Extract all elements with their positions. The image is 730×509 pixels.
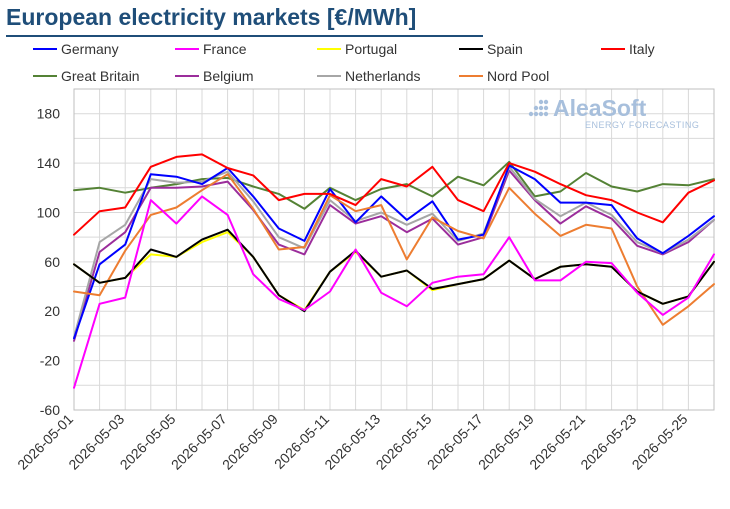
legend-label: Portugal bbox=[345, 41, 397, 57]
series-line-great-britain bbox=[73, 160, 715, 210]
y-tick-label: -20 bbox=[40, 353, 60, 369]
y-tick-label: 100 bbox=[37, 204, 61, 220]
y-tick-label: 140 bbox=[37, 155, 61, 171]
legend-label: Italy bbox=[629, 41, 655, 57]
series-line-netherlands bbox=[73, 165, 715, 339]
y-tick-label: -60 bbox=[40, 402, 60, 418]
legend-label: Germany bbox=[61, 41, 119, 57]
series-line-germany bbox=[73, 164, 715, 340]
x-tick-labels: 2026-05-012026-05-032026-05-052026-05-07… bbox=[14, 411, 691, 473]
y-tick-labels: -60 -20 20 60 100 140 180 bbox=[37, 106, 61, 418]
legend-label: Netherlands bbox=[345, 68, 421, 84]
watermark-subtitle: ENERGY FORECASTING bbox=[585, 120, 699, 130]
legend-label: France bbox=[203, 41, 247, 57]
x-tick-label: 2026-05-09 bbox=[219, 411, 281, 473]
aleasoft-watermark: AleaSoft ENERGY FORECASTING bbox=[528, 95, 699, 130]
series-line-italy bbox=[73, 153, 715, 236]
title-underline bbox=[6, 35, 483, 37]
series-line-nord-pool bbox=[73, 173, 715, 326]
watermark-name: AleaSoft bbox=[553, 95, 647, 121]
x-tick-label: 2026-05-25 bbox=[629, 411, 691, 473]
y-tick-label: 20 bbox=[44, 303, 60, 319]
series-line-belgium bbox=[73, 169, 715, 342]
legend-label: Belgium bbox=[203, 68, 254, 84]
aleasoft-logo-icon bbox=[528, 99, 549, 117]
plot-border bbox=[73, 88, 715, 411]
y-tick-label: 180 bbox=[37, 106, 61, 122]
series-line-france bbox=[73, 195, 715, 389]
series-lines bbox=[73, 153, 715, 389]
legend-label: Nord Pool bbox=[487, 68, 549, 84]
legend-label: Great Britain bbox=[61, 68, 140, 84]
axes bbox=[73, 88, 715, 411]
legend-label: Spain bbox=[487, 41, 523, 57]
y-tick-label: 60 bbox=[44, 254, 60, 270]
grid-lines bbox=[73, 88, 715, 411]
chart-title: European electricity markets [€/MWh] bbox=[6, 4, 417, 30]
series-line-spain bbox=[73, 228, 715, 313]
legend: Germany France Portugal Spain Italy Great Bri… bbox=[33, 41, 655, 84]
